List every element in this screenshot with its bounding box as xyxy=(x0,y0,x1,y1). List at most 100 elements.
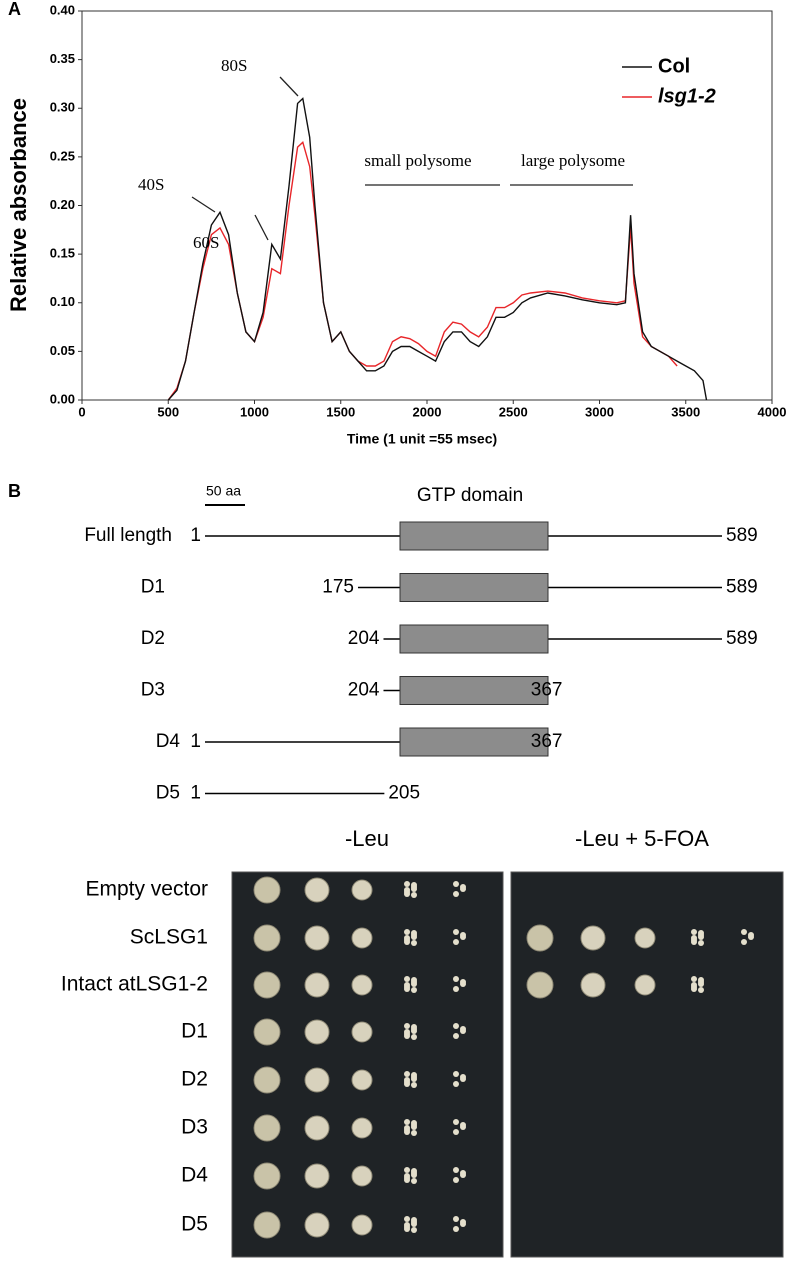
colony-spot xyxy=(304,1019,330,1045)
colony xyxy=(691,935,697,941)
construct-start: 175 xyxy=(322,577,354,598)
colony xyxy=(691,976,697,982)
y-tick-label: 0.05 xyxy=(50,343,75,358)
construct-end: 205 xyxy=(388,783,420,804)
strain-label: ScLSG1 xyxy=(130,926,208,949)
construct-end: 589 xyxy=(726,577,758,598)
x-tick-label: 2500 xyxy=(499,404,528,419)
colony xyxy=(698,977,704,983)
colony xyxy=(404,1029,410,1035)
colony xyxy=(411,930,417,936)
construct-end: 589 xyxy=(726,628,758,649)
annotation: large polysome xyxy=(521,151,625,170)
colony xyxy=(453,1129,459,1135)
colony xyxy=(460,979,466,985)
x-tick-label: 500 xyxy=(157,404,179,419)
colony xyxy=(460,1026,466,1032)
colony-spot xyxy=(304,1067,330,1093)
annotation: 80S xyxy=(221,56,247,75)
colony xyxy=(698,940,704,946)
plate-title: -Leu + 5-FOA xyxy=(575,826,709,851)
colony xyxy=(453,1167,459,1173)
colony-spot xyxy=(351,1021,373,1043)
colony xyxy=(404,1023,410,1029)
colony-spot xyxy=(253,924,281,952)
colony xyxy=(411,1082,417,1088)
construct-label: D4 xyxy=(156,731,181,752)
colony-spot xyxy=(351,1165,373,1187)
colony-spot xyxy=(351,974,373,996)
x-tick-label: 4000 xyxy=(758,404,787,419)
construct-end: 367 xyxy=(531,680,563,701)
strain-label: Empty vector xyxy=(85,878,208,901)
gtp-domain xyxy=(399,676,549,705)
y-tick-label: 0.25 xyxy=(50,148,75,163)
colony xyxy=(741,939,747,945)
legend-label: lsg1-2 xyxy=(658,85,716,107)
colony xyxy=(404,1125,410,1131)
gtp-domain xyxy=(399,727,549,757)
annotation-line xyxy=(279,76,299,97)
colony xyxy=(411,977,417,983)
colony xyxy=(460,884,466,890)
colony xyxy=(404,935,410,941)
colony-spot xyxy=(304,1115,330,1141)
colony xyxy=(404,1071,410,1077)
colony xyxy=(453,1081,459,1087)
construct-start: 204 xyxy=(348,628,380,649)
colony xyxy=(411,882,417,888)
colony xyxy=(411,1130,417,1136)
strain-label: D4 xyxy=(181,1164,208,1187)
annotation-line xyxy=(191,196,216,213)
colony xyxy=(453,1226,459,1232)
colony xyxy=(404,1216,410,1222)
colony xyxy=(453,891,459,897)
colony xyxy=(411,1034,417,1040)
colony xyxy=(404,1222,410,1228)
colony xyxy=(411,1178,417,1184)
colony xyxy=(691,929,697,935)
series-line xyxy=(167,97,708,401)
colony xyxy=(453,1119,459,1125)
colony-spot xyxy=(253,1018,281,1046)
annotation: small polysome xyxy=(364,151,471,170)
construct-end: 589 xyxy=(726,525,758,546)
colony xyxy=(411,1024,417,1030)
x-tick-label: 0 xyxy=(78,404,85,419)
colony-spot xyxy=(351,879,373,901)
colony xyxy=(748,932,754,938)
colony xyxy=(460,1074,466,1080)
colony-spot xyxy=(351,1117,373,1139)
colony-spot xyxy=(253,876,281,904)
legend-label: Col xyxy=(658,55,690,77)
colony xyxy=(404,1119,410,1125)
construct-start: 204 xyxy=(348,680,380,701)
colony xyxy=(460,1122,466,1128)
colony xyxy=(453,1177,459,1183)
colony xyxy=(741,929,747,935)
x-tick-label: 2000 xyxy=(413,404,442,419)
colony-spot xyxy=(253,1114,281,1142)
annotation: 40S xyxy=(138,175,164,194)
colony-spot xyxy=(634,927,656,949)
plate-title: -Leu xyxy=(345,826,389,851)
panel-label: B xyxy=(8,481,21,501)
colony-spot xyxy=(580,925,606,951)
construct-label: Full length xyxy=(84,525,172,546)
colony-spot xyxy=(526,971,554,999)
colony xyxy=(411,1227,417,1233)
colony xyxy=(453,976,459,982)
colony xyxy=(460,932,466,938)
y-tick-label: 0.20 xyxy=(50,197,75,212)
colony xyxy=(404,976,410,982)
colony xyxy=(453,881,459,887)
colony xyxy=(411,987,417,993)
colony-spot xyxy=(253,971,281,999)
colony xyxy=(453,1033,459,1039)
x-tick-label: 1500 xyxy=(326,404,355,419)
agar-plate xyxy=(510,871,784,1258)
colony-spot xyxy=(351,927,373,949)
series-line xyxy=(167,141,678,401)
colony-spot xyxy=(304,1212,330,1238)
